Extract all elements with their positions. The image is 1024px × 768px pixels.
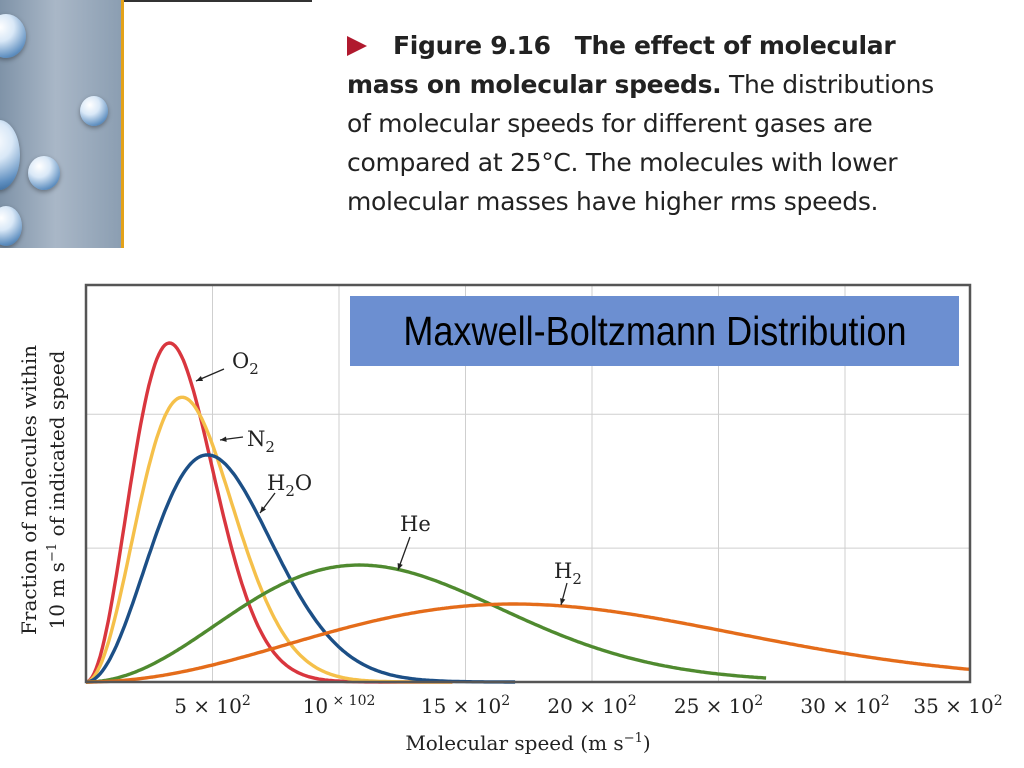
- series-line-h2: [86, 602, 971, 684]
- x-tick-label: 5 × 102: [174, 693, 251, 718]
- figure-caption: Figure 9.16 The effect of molecular mass …: [347, 26, 947, 221]
- x-tick-label: 30 × 102: [800, 693, 889, 718]
- annotation-arrowhead-icon: [397, 563, 403, 570]
- figure-label: Figure 9.16: [393, 31, 551, 60]
- annotation-arrowhead-icon: [260, 506, 266, 513]
- x-tick-label: 15 × 102: [421, 693, 510, 718]
- y-axis-label: Fraction of molecules within: [17, 345, 41, 635]
- plot-frame: [84, 283, 972, 684]
- x-tick-label: 25 × 102: [674, 693, 763, 718]
- x-tick-label: 35 × 102: [913, 693, 1002, 718]
- series-line-he: [86, 563, 767, 684]
- chart-banner-text: Maxwell-Boltzmann Distribution: [402, 307, 907, 354]
- chart-banner: Maxwell-Boltzmann Distribution: [350, 296, 959, 366]
- x-axis-label: Molecular speed (m s−1): [405, 731, 650, 755]
- caption-arrow-icon: [347, 36, 367, 56]
- annotation-arrowhead-icon: [560, 598, 566, 605]
- bubble-image: [0, 120, 20, 190]
- annotation-arrowhead-icon: [220, 436, 227, 442]
- series-label-he: He: [400, 512, 431, 536]
- figure-body: The distributions of molecular speeds fo…: [347, 70, 934, 216]
- bubble-image: [0, 206, 22, 246]
- figure-title: The effect of molecular mass on molecula…: [347, 31, 896, 99]
- x-tick-label: 10 × 102: [303, 693, 376, 718]
- strip-border: [121, 0, 124, 248]
- x-tick-label: 20 × 102: [547, 693, 636, 718]
- bubble-image: [80, 96, 108, 126]
- decorative-image-strip: [0, 0, 124, 248]
- y-axis-label: 10 m s−1 of indicated speed: [45, 350, 69, 629]
- annotation-arrowhead-icon: [196, 376, 203, 381]
- bubble-image: [28, 156, 60, 190]
- divider-line: [124, 0, 312, 2]
